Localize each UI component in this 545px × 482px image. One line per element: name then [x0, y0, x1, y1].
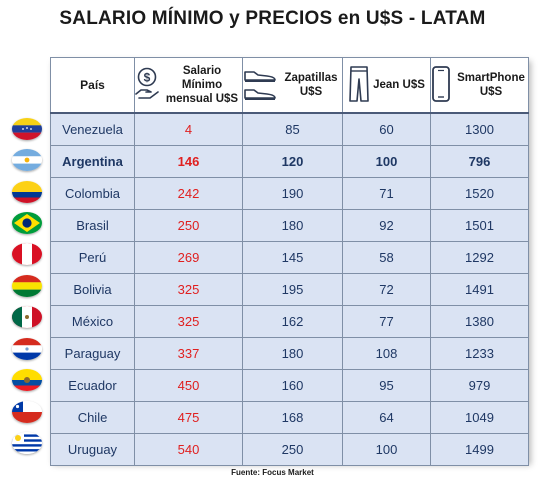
header-jean-label: Jean U$S — [373, 79, 425, 91]
cell-country: Paraguay — [50, 337, 135, 370]
table-row: Venezuela 4 85 60 1300 — [50, 112, 529, 146]
cell-phone: 1049 — [430, 401, 529, 434]
cell-jean: 77 — [342, 305, 431, 338]
price-table: País $ Salario Mínimo mensual U$S — [50, 57, 529, 466]
cell-phone: 1520 — [430, 177, 529, 210]
cell-country: Colombia — [50, 177, 135, 210]
cell-country: Perú — [50, 241, 135, 274]
jeans-icon — [348, 65, 370, 106]
cell-country: Argentina — [50, 145, 135, 178]
header-jean: Jean U$S — [342, 57, 431, 114]
cell-country: Brasil — [50, 209, 135, 242]
header-shoes-label: Zapatillas U$S — [284, 72, 338, 98]
cell-jean: 71 — [342, 177, 431, 210]
cell-shoes: 195 — [242, 273, 343, 306]
cell-wage: 540 — [134, 433, 243, 466]
table-row: Paraguay 337 180 108 1233 — [50, 337, 529, 370]
cell-country: Venezuela — [50, 112, 135, 146]
cell-wage: 250 — [134, 209, 243, 242]
cell-jean: 64 — [342, 401, 431, 434]
cell-shoes: 160 — [242, 369, 343, 402]
header-phone-label: SmartPhone U$S — [457, 72, 525, 98]
cell-shoes: 145 — [242, 241, 343, 274]
cell-jean: 60 — [342, 112, 431, 146]
cell-wage: 269 — [134, 241, 243, 274]
header-shoes: Zapatillas U$S — [242, 57, 343, 114]
argentina-flag-icon — [12, 149, 42, 171]
cell-wage: 325 — [134, 305, 243, 338]
cell-jean: 72 — [342, 273, 431, 306]
page-title: SALARIO MÍNIMO y PRECIOS en U$S - LATAM — [59, 8, 486, 29]
sneakers-icon — [243, 66, 277, 105]
cell-country: Bolivia — [50, 273, 135, 306]
ecuador-flag-icon — [12, 369, 42, 391]
table-row: México 325 162 77 1380 — [50, 305, 529, 338]
cell-wage: 475 — [134, 401, 243, 434]
cell-wage: 242 — [134, 177, 243, 210]
smartphone-icon — [431, 65, 451, 106]
cell-shoes: 85 — [242, 112, 343, 146]
table-row: Colombia 242 190 71 1520 — [50, 177, 529, 210]
cell-jean: 58 — [342, 241, 431, 274]
cell-shoes: 120 — [242, 145, 343, 178]
header-country: País — [50, 57, 135, 114]
cell-phone: 1501 — [430, 209, 529, 242]
cell-wage: 450 — [134, 369, 243, 402]
cell-shoes: 190 — [242, 177, 343, 210]
svg-text:$: $ — [144, 70, 151, 84]
brasil-flag-icon — [12, 212, 42, 234]
header-wage: $ Salario Mínimo mensual U$S — [134, 57, 243, 114]
cell-shoes: 180 — [242, 337, 343, 370]
table-row: Brasil 250 180 92 1501 — [50, 209, 529, 242]
cell-country: Uruguay — [50, 433, 135, 466]
table-row: Bolivia 325 195 72 1491 — [50, 273, 529, 306]
table-row: Chile 475 168 64 1049 — [50, 401, 529, 434]
cell-jean: 108 — [342, 337, 431, 370]
header-country-label: País — [80, 78, 105, 92]
table-row: Perú 269 145 58 1292 — [50, 241, 529, 274]
cell-phone: 1499 — [430, 433, 529, 466]
cell-jean: 100 — [342, 145, 431, 178]
cell-phone: 1233 — [430, 337, 529, 370]
cell-country: Chile — [50, 401, 135, 434]
cell-phone: 1300 — [430, 112, 529, 146]
cell-wage: 337 — [134, 337, 243, 370]
header-phone: SmartPhone U$S — [430, 57, 529, 114]
chile-flag-icon — [12, 401, 42, 423]
uruguay-flag-icon — [12, 432, 42, 454]
cell-shoes: 250 — [242, 433, 343, 466]
cell-shoes: 162 — [242, 305, 343, 338]
cell-jean: 92 — [342, 209, 431, 242]
cell-wage: 325 — [134, 273, 243, 306]
cell-jean: 100 — [342, 433, 431, 466]
money-hand-icon: $ — [135, 67, 159, 104]
bolivia-flag-icon — [12, 275, 42, 297]
header-wage-label: Salario Mínimo mensual U$S — [165, 65, 239, 105]
table-row: Ecuador 450 160 95 979 — [50, 369, 529, 402]
paraguay-flag-icon — [12, 338, 42, 360]
cell-phone: 1380 — [430, 305, 529, 338]
cell-phone: 796 — [430, 145, 529, 178]
table-row: Uruguay 540 250 100 1499 — [50, 433, 529, 466]
cell-wage: 4 — [134, 112, 243, 146]
table-header-row: País $ Salario Mínimo mensual U$S — [50, 57, 529, 114]
cell-shoes: 168 — [242, 401, 343, 434]
cell-jean: 95 — [342, 369, 431, 402]
price-table-container: País $ Salario Mínimo mensual U$S — [50, 57, 529, 466]
table-row-highlighted: Argentina 146 120 100 796 — [50, 145, 529, 178]
cell-phone: 979 — [430, 369, 529, 402]
peru-flag-icon — [12, 243, 42, 265]
mexico-flag-icon — [12, 306, 42, 328]
cell-phone: 1491 — [430, 273, 529, 306]
cell-country: Ecuador — [50, 369, 135, 402]
cell-shoes: 180 — [242, 209, 343, 242]
cell-wage: 146 — [134, 145, 243, 178]
source-note: Fuente: Focus Market — [231, 468, 314, 477]
colombia-flag-icon — [12, 181, 42, 203]
cell-phone: 1292 — [430, 241, 529, 274]
cell-country: México — [50, 305, 135, 338]
venezuela-flag-icon — [12, 118, 42, 140]
